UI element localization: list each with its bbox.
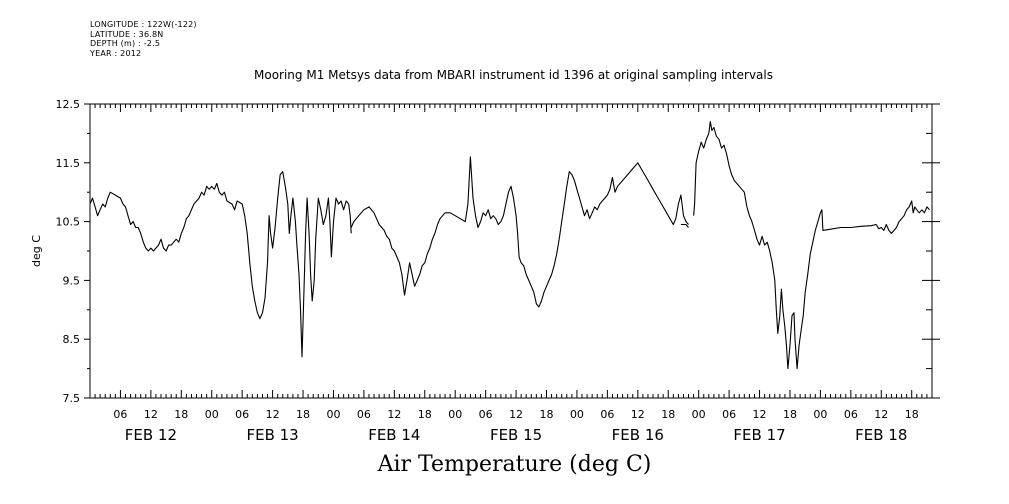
x-hour-label: 12	[144, 408, 158, 421]
y-tick-label: 12.5	[56, 98, 81, 111]
y-tick-label: 11.5	[56, 157, 81, 170]
x-hour-label: 00	[692, 408, 706, 421]
x-hour-label: 06	[235, 408, 249, 421]
x-hour-label: 06	[600, 408, 614, 421]
x-hour-label: 18	[296, 408, 310, 421]
x-hour-label: 06	[479, 408, 493, 421]
x-hour-label: 18	[174, 408, 188, 421]
x-hour-label: 18	[540, 408, 554, 421]
metadata-block: LONGITUDE : 122W(-122) LATITUDE : 36.8N …	[90, 20, 197, 58]
x-hour-label: 06	[357, 408, 371, 421]
temperature-series-line	[693, 121, 930, 370]
x-hour-label: 06	[844, 408, 858, 421]
temperature-series-line	[350, 156, 689, 308]
x-hour-label: 18	[783, 408, 797, 421]
temperature-series-line	[680, 223, 689, 228]
x-hour-label: 18	[905, 408, 919, 421]
latitude-label: LATITUDE : 36.8N	[90, 29, 164, 39]
x-day-label: FEB 17	[733, 426, 785, 444]
plot-frame	[89, 103, 933, 399]
x-hour-label: 12	[753, 408, 767, 421]
x-day-label: FEB 18	[855, 426, 907, 444]
x-day-label: FEB 13	[246, 426, 298, 444]
x-hour-label: 12	[509, 408, 523, 421]
x-axis-title: Air Temperature (deg C)	[377, 452, 652, 477]
depth-label: DEPTH (m) : -2.5	[90, 39, 161, 49]
x-hour-label: 06	[722, 408, 736, 421]
x-hour-label: 18	[418, 408, 432, 421]
y-tick-label: 10.5	[56, 216, 81, 229]
series-group	[89, 121, 930, 370]
x-day-label: FEB 16	[612, 426, 664, 444]
x-hour-label: 12	[631, 408, 645, 421]
y-tick-label: 9.5	[63, 274, 81, 287]
x-hour-label: 18	[661, 408, 675, 421]
axes-group: 12.5 11.5 10.5 9.5 8.5 7.5 06 12 18 00 06 12 18 00 06 1…	[56, 98, 940, 444]
temperature-series-line	[89, 171, 352, 358]
x-day-label: FEB 14	[368, 426, 420, 444]
x-hour-label: 00	[205, 408, 219, 421]
x-hour-label: 12	[266, 408, 280, 421]
x-hour-label: 06	[113, 408, 127, 421]
x-hour-label: 00	[448, 408, 462, 421]
x-hour-label: 12	[387, 408, 401, 421]
chart-title: Mooring M1 Metsys data from MBARI instru…	[254, 68, 773, 82]
x-hour-label: 00	[570, 408, 584, 421]
x-day-label: FEB 15	[490, 426, 542, 444]
x-day-label: FEB 12	[125, 426, 177, 444]
x-hour-label: 12	[874, 408, 888, 421]
longitude-label: LONGITUDE : 122W(-122)	[90, 20, 197, 29]
y-axis-label: deg C	[30, 235, 43, 267]
x-hour-label: 00	[326, 408, 340, 421]
x-hour-label: 00	[813, 408, 827, 421]
y-tick-label: 7.5	[63, 392, 81, 405]
y-tick-label: 8.5	[63, 333, 81, 346]
year-label: YEAR : 2012	[90, 48, 142, 58]
